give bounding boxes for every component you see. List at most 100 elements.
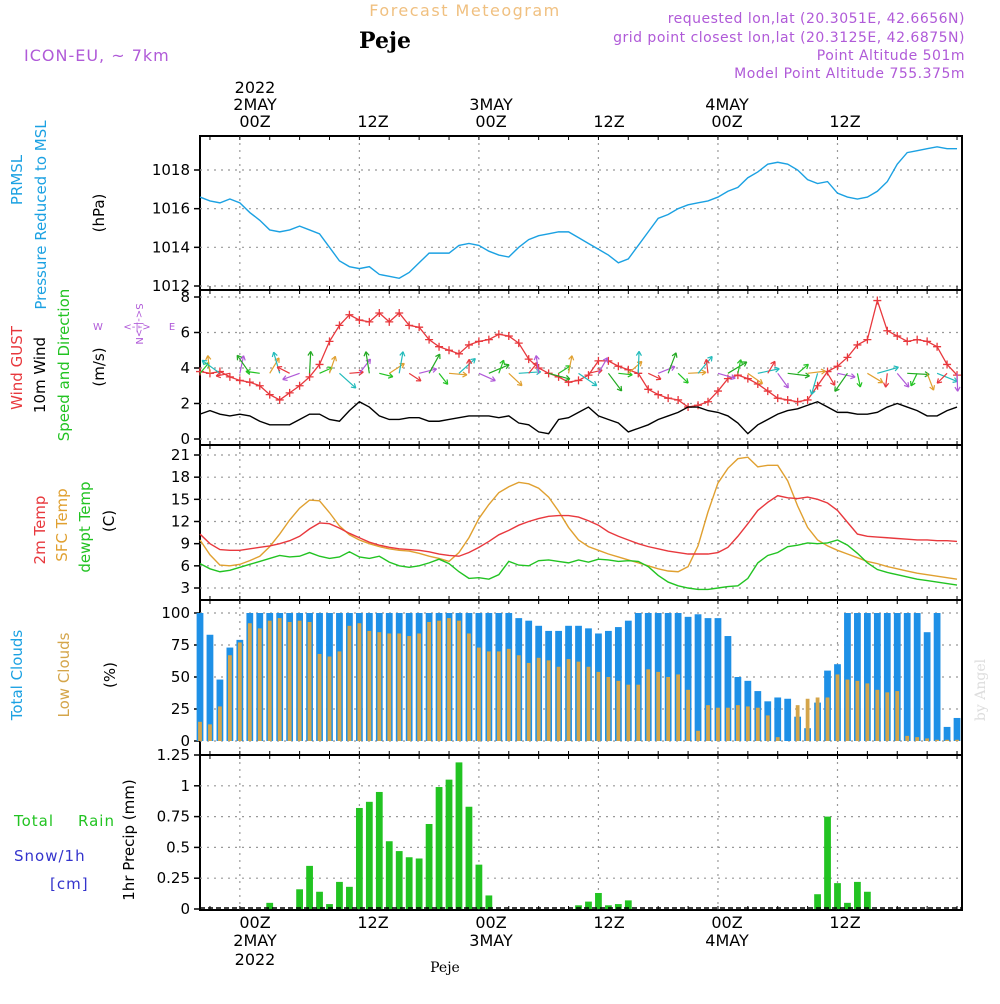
- compass-vertical: S<-|->N: [133, 303, 144, 344]
- gust-marker: [276, 396, 284, 404]
- low-clouds-bar: [348, 626, 352, 741]
- low-clouds-bar: [537, 658, 541, 741]
- rain-bar: [436, 787, 443, 909]
- y-tick-label: 12: [171, 513, 190, 531]
- top-hour-label: 00Z: [711, 112, 742, 131]
- low-clouds-bar: [806, 699, 810, 741]
- low-clouds-bar: [248, 623, 252, 741]
- footer-location: Peje: [430, 960, 460, 976]
- bottom-hour-label: 00Z: [239, 913, 270, 932]
- top-hour-label: 12Z: [593, 112, 624, 131]
- gust-marker: [913, 336, 921, 344]
- compass-west: W: [93, 322, 103, 333]
- y-tick-label: 0.25: [157, 869, 190, 887]
- rain-bar: [406, 857, 413, 909]
- rain-bar: [456, 762, 463, 909]
- low-clouds-bar: [417, 633, 421, 741]
- total-clouds-bar: [934, 613, 941, 741]
- low-clouds-bar: [905, 736, 909, 741]
- low-clouds-bar: [427, 622, 431, 741]
- gust-marker: [654, 391, 662, 399]
- low-clouds-bar: [437, 621, 441, 741]
- wind-direction-arrow: [698, 356, 712, 373]
- low-clouds-bar: [875, 690, 879, 741]
- low-clouds-bar: [656, 672, 660, 741]
- location-title: Peje: [359, 28, 411, 54]
- total-clouds-label: Total Clouds: [8, 630, 26, 722]
- gust-marker: [246, 378, 254, 386]
- low-clouds-label: Low Clouds: [55, 632, 73, 717]
- low-clouds-bar: [357, 623, 361, 741]
- low-clouds-bar: [816, 697, 820, 741]
- top-time-axis: 2022 2MAY 00Z 12Z 3MAY 00Z 12Z 4MAY 00Z …: [233, 78, 860, 131]
- gust-line: [200, 301, 957, 408]
- gust-marker: [883, 327, 891, 335]
- gust-marker: [923, 337, 931, 345]
- panel-frame: [200, 755, 962, 910]
- gust-marker: [774, 394, 782, 402]
- rain-bar: [446, 780, 453, 909]
- gust-marker: [644, 385, 652, 393]
- low-clouds-bar: [447, 618, 451, 741]
- wind-direction-arrow: [897, 373, 909, 387]
- low-clouds-bar: [626, 685, 630, 741]
- bottom-hour-label: 12Z: [357, 913, 388, 932]
- bottom-year: 2022: [235, 950, 276, 969]
- gust-marker: [873, 297, 881, 305]
- y-tick-label: 50: [171, 668, 190, 686]
- low-clouds-bar: [646, 669, 650, 741]
- y-tick-label: 0: [180, 900, 190, 918]
- low-clouds-bar: [298, 621, 302, 741]
- gust-marker: [794, 398, 802, 406]
- low-clouds-bar: [517, 655, 521, 741]
- rain-bar: [316, 892, 323, 909]
- bottom-hour-label: 00Z: [475, 913, 506, 932]
- low-clouds-bar: [836, 674, 840, 741]
- low-clouds-bar: [716, 708, 720, 741]
- low-clouds-bar: [915, 737, 919, 741]
- rain-bar: [296, 889, 303, 909]
- rain-bar: [595, 893, 602, 909]
- gust-marker: [664, 394, 672, 402]
- dewpt-temp-label: dewpt Temp: [76, 481, 94, 572]
- low-clouds-bar: [706, 705, 710, 741]
- rain-bar: [376, 792, 383, 909]
- y-tick-label: 100: [161, 604, 190, 622]
- low-clouds-bar: [218, 706, 222, 741]
- y-tick-label: 1014: [152, 238, 190, 256]
- y-tick-label: 75: [171, 636, 190, 654]
- rain-bar: [854, 882, 861, 909]
- bottom-hour-label: 00Z: [711, 913, 742, 932]
- wind10-label: 10m Wind: [31, 337, 49, 413]
- bottom-date-label: 2MAY: [233, 931, 277, 950]
- low-clouds-bar: [567, 659, 571, 741]
- low-clouds-bar: [636, 685, 640, 741]
- wind-direction-arrow: [957, 373, 958, 391]
- low-clouds-bar: [935, 740, 939, 741]
- prmsl-label: PRMSL: [8, 154, 26, 205]
- low-clouds-bar: [377, 632, 381, 741]
- y-tick-label: 18: [171, 468, 190, 486]
- rain-bar: [366, 802, 373, 909]
- gust-marker: [804, 396, 812, 404]
- sfc-temp-label: SFC Temp: [53, 488, 71, 561]
- rain-bar: [426, 824, 433, 909]
- wind-gust-label: Wind GUST: [8, 325, 26, 410]
- snow-label: Snow/1h: [14, 847, 86, 865]
- temp2m-line: [200, 496, 957, 557]
- wind-direction-arrow: [778, 373, 789, 388]
- gust-marker: [236, 376, 244, 384]
- rain-bar: [306, 866, 313, 909]
- total-label: Total: [13, 812, 54, 830]
- model-label: ICON-EU, ~ 7km: [24, 46, 170, 65]
- total-clouds-bar: [954, 718, 961, 741]
- rain-bar: [476, 865, 483, 909]
- low-clouds-bar: [756, 708, 760, 741]
- wind-direction-arrow: [509, 373, 522, 385]
- precip-axis-label: 1hr Precip (mm): [120, 779, 138, 900]
- rain-bar: [485, 895, 492, 909]
- low-clouds-bar: [557, 667, 561, 741]
- low-clouds-bar: [328, 657, 332, 741]
- low-clouds-bar: [288, 622, 292, 741]
- prmsl-long-label: Pressure Reduced to MSL: [32, 120, 50, 310]
